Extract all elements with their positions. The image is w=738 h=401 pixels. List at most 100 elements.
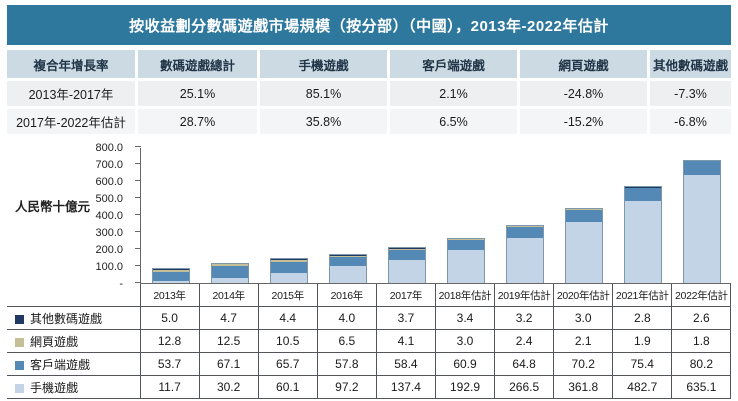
data-value-cell: 2.8 [612, 306, 673, 330]
data-value-cell: 57.8 [316, 352, 377, 376]
cagr-header-cell: 複合年增長率 [7, 50, 135, 78]
y-tick-label: 100.0 [95, 261, 123, 273]
cagr-value-cell: -15.2% [520, 109, 647, 134]
bar-slot [613, 148, 672, 283]
data-value-cell: 53.7 [139, 352, 200, 376]
stacked-bar [387, 247, 426, 283]
cagr-value-cell: -7.3% [650, 81, 731, 106]
cagr-row-label: 2013年-2017年 [7, 81, 135, 106]
stacked-bar [564, 207, 603, 283]
y-tick-mark [135, 197, 141, 198]
bar-segment-other-digital-games [329, 254, 366, 256]
bar-segment-mobile-games [329, 266, 366, 283]
bar-segment-web-games [388, 249, 425, 250]
legend-swatch-other-digital-games [15, 314, 24, 324]
legend-cell-web-games: 網頁遊戲 [7, 329, 141, 353]
y-tick-label: 400.0 [95, 210, 123, 222]
cagr-value-cell: 2.1% [390, 81, 517, 106]
data-value-cell: 65.7 [257, 352, 318, 376]
y-tick-mark [135, 163, 141, 164]
bar-slot [377, 148, 436, 283]
data-value-cell: 192.9 [434, 375, 496, 399]
data-value-cell: 30.2 [198, 375, 259, 399]
x-axis-year-cell: 2019年估計 [494, 284, 555, 307]
bar-slot [318, 148, 377, 283]
data-value-cell: 137.4 [375, 375, 436, 399]
data-table-row-mobile-games: 手機遊戲 11.7 30.2 60.1 97.2 137.4 192.9 266.5 361.8… [7, 375, 732, 399]
data-value-cell: 3.4 [434, 306, 496, 330]
bar-segment-client-games [388, 249, 425, 260]
cagr-value-cell: -6.8% [650, 109, 731, 134]
x-axis-year-cell: 2021年估計 [612, 284, 673, 307]
stacked-bar [328, 253, 367, 283]
bar-segment-client-games [447, 239, 484, 251]
data-table-row-other-digital-games: 其他數碼遊戲 5.0 4.7 4.4 4.0 3.7 3.4 3.2 3.0 2.8 2.6 [7, 306, 732, 330]
x-axis-year-cell: 2014年 [198, 284, 259, 307]
legend-cell-client-games: 客戶端遊戲 [7, 352, 141, 376]
y-tick-label: - [119, 278, 123, 290]
stacked-bar [151, 267, 190, 283]
bar-segment-other-digital-games [565, 208, 602, 210]
data-value-cell: 5.0 [139, 306, 200, 330]
x-axis-year-cell: 2020年估計 [553, 284, 614, 307]
bar-segment-mobile-games [506, 237, 543, 283]
y-tick-label: 700.0 [95, 159, 123, 171]
cagr-row-label: 2017年-2022年估計 [7, 109, 135, 134]
data-value-cell: 12.8 [139, 329, 200, 353]
cagr-value-cell: 6.5% [390, 109, 517, 134]
bar-segment-web-games [270, 259, 307, 262]
cagr-value-cell: 28.7% [138, 109, 257, 134]
data-value-cell: 2.4 [494, 329, 555, 353]
data-value-cell: 4.4 [257, 306, 318, 330]
stacked-bar [505, 224, 544, 283]
data-table-row-client-games: 客戶端遊戲 53.7 67.1 65.7 57.8 58.4 60.9 64.8 70.2 75.… [7, 352, 732, 376]
cagr-value-cell: 85.1% [260, 81, 387, 106]
x-axis-year-cell: 2022年估計 [671, 284, 732, 307]
bar-segment-web-games [447, 239, 484, 240]
table-corner-cell [7, 284, 140, 307]
bar-segment-client-games [211, 266, 248, 278]
bar-segment-other-digital-games [270, 259, 307, 260]
bar-slot [554, 148, 613, 283]
bar-segment-mobile-games [388, 259, 425, 283]
cagr-header-cell: 數碼遊戲總計 [138, 50, 257, 78]
data-value-cell: 6.5 [316, 329, 377, 353]
data-value-cell: 3.0 [553, 306, 614, 330]
bar-segment-mobile-games [624, 200, 661, 283]
data-value-cell: 3.0 [434, 329, 496, 353]
bar-segment-other-digital-games [388, 248, 425, 250]
bar-segment-mobile-games [683, 175, 720, 283]
cagr-header-cell: 客戶端遊戲 [390, 50, 517, 78]
y-tick-mark [135, 248, 141, 249]
data-value-cell: 75.4 [612, 352, 673, 376]
bar-segment-mobile-games [447, 250, 484, 283]
bar-slot [436, 148, 495, 283]
bar-segment-client-games [329, 256, 366, 267]
y-tick-mark [135, 214, 141, 215]
bar-segment-client-games [506, 226, 543, 238]
y-tick-mark [135, 231, 141, 232]
data-value-cell: 67.1 [198, 352, 259, 376]
y-tick-mark [135, 146, 141, 147]
data-value-cell: 70.2 [553, 352, 614, 376]
data-value-cell: 3.7 [375, 306, 436, 330]
data-value-cell: 58.4 [375, 352, 436, 376]
data-value-cell: 1.9 [612, 329, 673, 353]
y-tick-mark [135, 265, 141, 266]
y-axis-tick-labels: 800.0 700.0 600.0 500.0 400.0 300.0 200.0 100.0… [7, 142, 133, 290]
stacked-bar [682, 159, 721, 283]
data-value-cell: 2.1 [553, 329, 614, 353]
x-axis-year-cell: 2013年 [139, 284, 200, 307]
data-value-cell: 80.2 [671, 352, 732, 376]
y-tick-label: 800.0 [95, 142, 123, 154]
legend-label: 手機遊戲 [30, 380, 79, 395]
legend-label: 客戶端遊戲 [30, 357, 91, 372]
y-tick-mark [135, 180, 141, 181]
stacked-bar [623, 186, 662, 283]
data-value-cell: 1.8 [671, 329, 732, 353]
legend-cell-other-digital-games: 其他數碼遊戲 [7, 306, 141, 330]
y-tick-label: 500.0 [95, 193, 123, 205]
data-value-cell: 60.1 [257, 375, 318, 399]
bar-segment-mobile-games [270, 272, 307, 283]
cagr-header-cell: 手機遊戲 [260, 50, 387, 78]
